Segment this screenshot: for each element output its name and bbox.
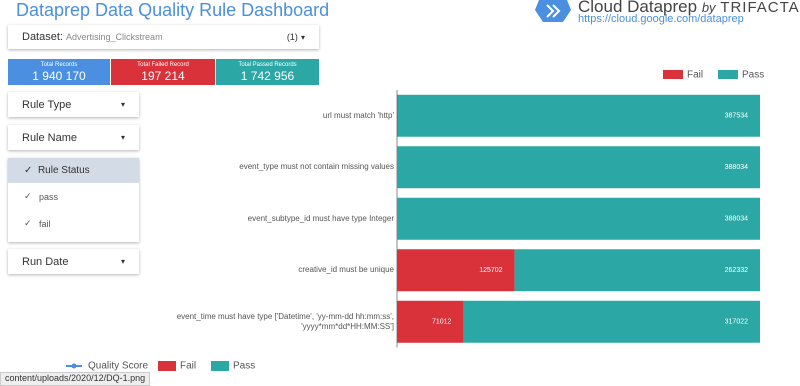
- category-text: event_subtype_id must have type Integer: [150, 204, 394, 234]
- legend-dot: [72, 364, 77, 369]
- bar-segment: [397, 95, 760, 137]
- bar-segment: [463, 301, 760, 343]
- legend-swatch: [158, 361, 176, 371]
- category-label: event_type must not contain missing valu…: [150, 152, 394, 182]
- legend-label: Pass: [233, 361, 255, 372]
- category-text: creative_id must be unique: [150, 255, 394, 285]
- category-label: url must match 'http': [150, 101, 394, 131]
- value-label: 387534: [725, 113, 748, 120]
- status-bar: content/uploads/2020/12/DQ-1.png: [0, 372, 150, 386]
- category-label: event_time must have type ['Datetime', '…: [150, 307, 394, 337]
- value-label: 125702: [479, 267, 502, 274]
- legend-label: Quality Score: [88, 361, 148, 372]
- value-label: 388034: [725, 216, 748, 223]
- category-text: event_type must not contain missing valu…: [150, 152, 394, 182]
- legend-swatch: [663, 70, 683, 79]
- category-text: event_time must have type ['Datetime', '…: [150, 307, 394, 337]
- category-label: event_subtype_id must have type Integer: [150, 204, 394, 234]
- bar-segment: [397, 198, 760, 240]
- category-label: creative_id must be unique: [150, 255, 394, 285]
- legend-label: Fail: [687, 70, 703, 81]
- value-label: 317022: [725, 319, 748, 326]
- value-label: 388034: [725, 164, 748, 171]
- legend-swatch: [211, 361, 229, 371]
- bar-segment: [397, 301, 463, 343]
- category-text: url must match 'http': [150, 101, 394, 131]
- bar-segment: [515, 249, 760, 291]
- legend-label: Pass: [742, 70, 764, 81]
- value-label: 262332: [725, 267, 748, 274]
- bar-segment: [397, 146, 760, 188]
- legend-label: Fail: [180, 361, 196, 372]
- value-label: 71012: [432, 319, 452, 326]
- legend-swatch: [718, 70, 738, 79]
